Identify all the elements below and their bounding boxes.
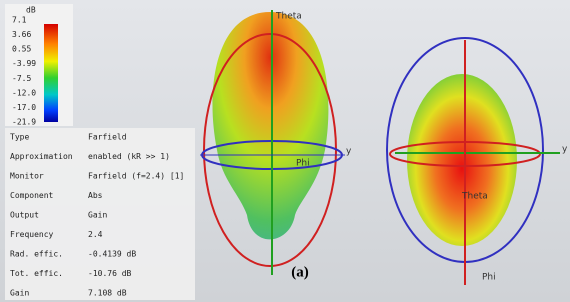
colorbar-label: -17.0 [12, 103, 36, 112]
row-value: enabled (kR >> 1) [88, 152, 170, 161]
axis-label: y [562, 145, 568, 155]
row-label: Approximation [10, 152, 73, 161]
row-label: Gain [10, 289, 29, 298]
caption: (a) [291, 264, 309, 280]
row-label: Rad. effic. [10, 250, 63, 259]
colorbar-unit: dB [26, 6, 36, 15]
colorbar-label: 3.66 [12, 30, 31, 39]
colorbar-label: 7.1 [12, 16, 27, 25]
colorbar-label: -3.99 [12, 59, 36, 68]
screenshot: dB7.1 3.66 0.55 -3.99 -7.5 -12.0 -17.0 -21.9 Ty… [0, 0, 570, 302]
axis-label: Phi [482, 273, 496, 283]
axis-label: Phi [296, 159, 310, 169]
colorbar-label: -7.5 [12, 74, 31, 83]
axis-label: Theta [461, 192, 488, 202]
row-label: Monitor [10, 172, 44, 181]
row-label: Tot. effic. [10, 269, 63, 278]
row-label: Type [10, 133, 29, 142]
row-label: Frequency [10, 230, 54, 239]
axis-label: y [346, 147, 352, 157]
colorbar-label: -12.0 [12, 88, 36, 97]
row-value: -10.76 dB [88, 269, 132, 278]
colorbar-label: 0.55 [12, 45, 31, 54]
axis-label: Theta [275, 12, 302, 22]
row-label: Output [10, 211, 39, 220]
row-value: Abs [88, 191, 103, 200]
row-value: Gain [88, 211, 107, 220]
row-value: Farfield [88, 133, 127, 142]
row-label: Component [10, 191, 54, 200]
farfield-view: dB7.1 3.66 0.55 -3.99 -7.5 -12.0 -17.0 -21.9 Ty… [0, 0, 570, 302]
colorbar-label: -21.9 [12, 118, 36, 127]
row-value: 7.108 dB [88, 289, 127, 298]
row-value: 2.4 [88, 230, 103, 239]
row-value: -0.4139 dB [88, 250, 136, 259]
color-bar [44, 24, 58, 122]
pattern-top [407, 74, 517, 246]
row-value: Farfield (f=2.4) [1] [88, 172, 184, 181]
